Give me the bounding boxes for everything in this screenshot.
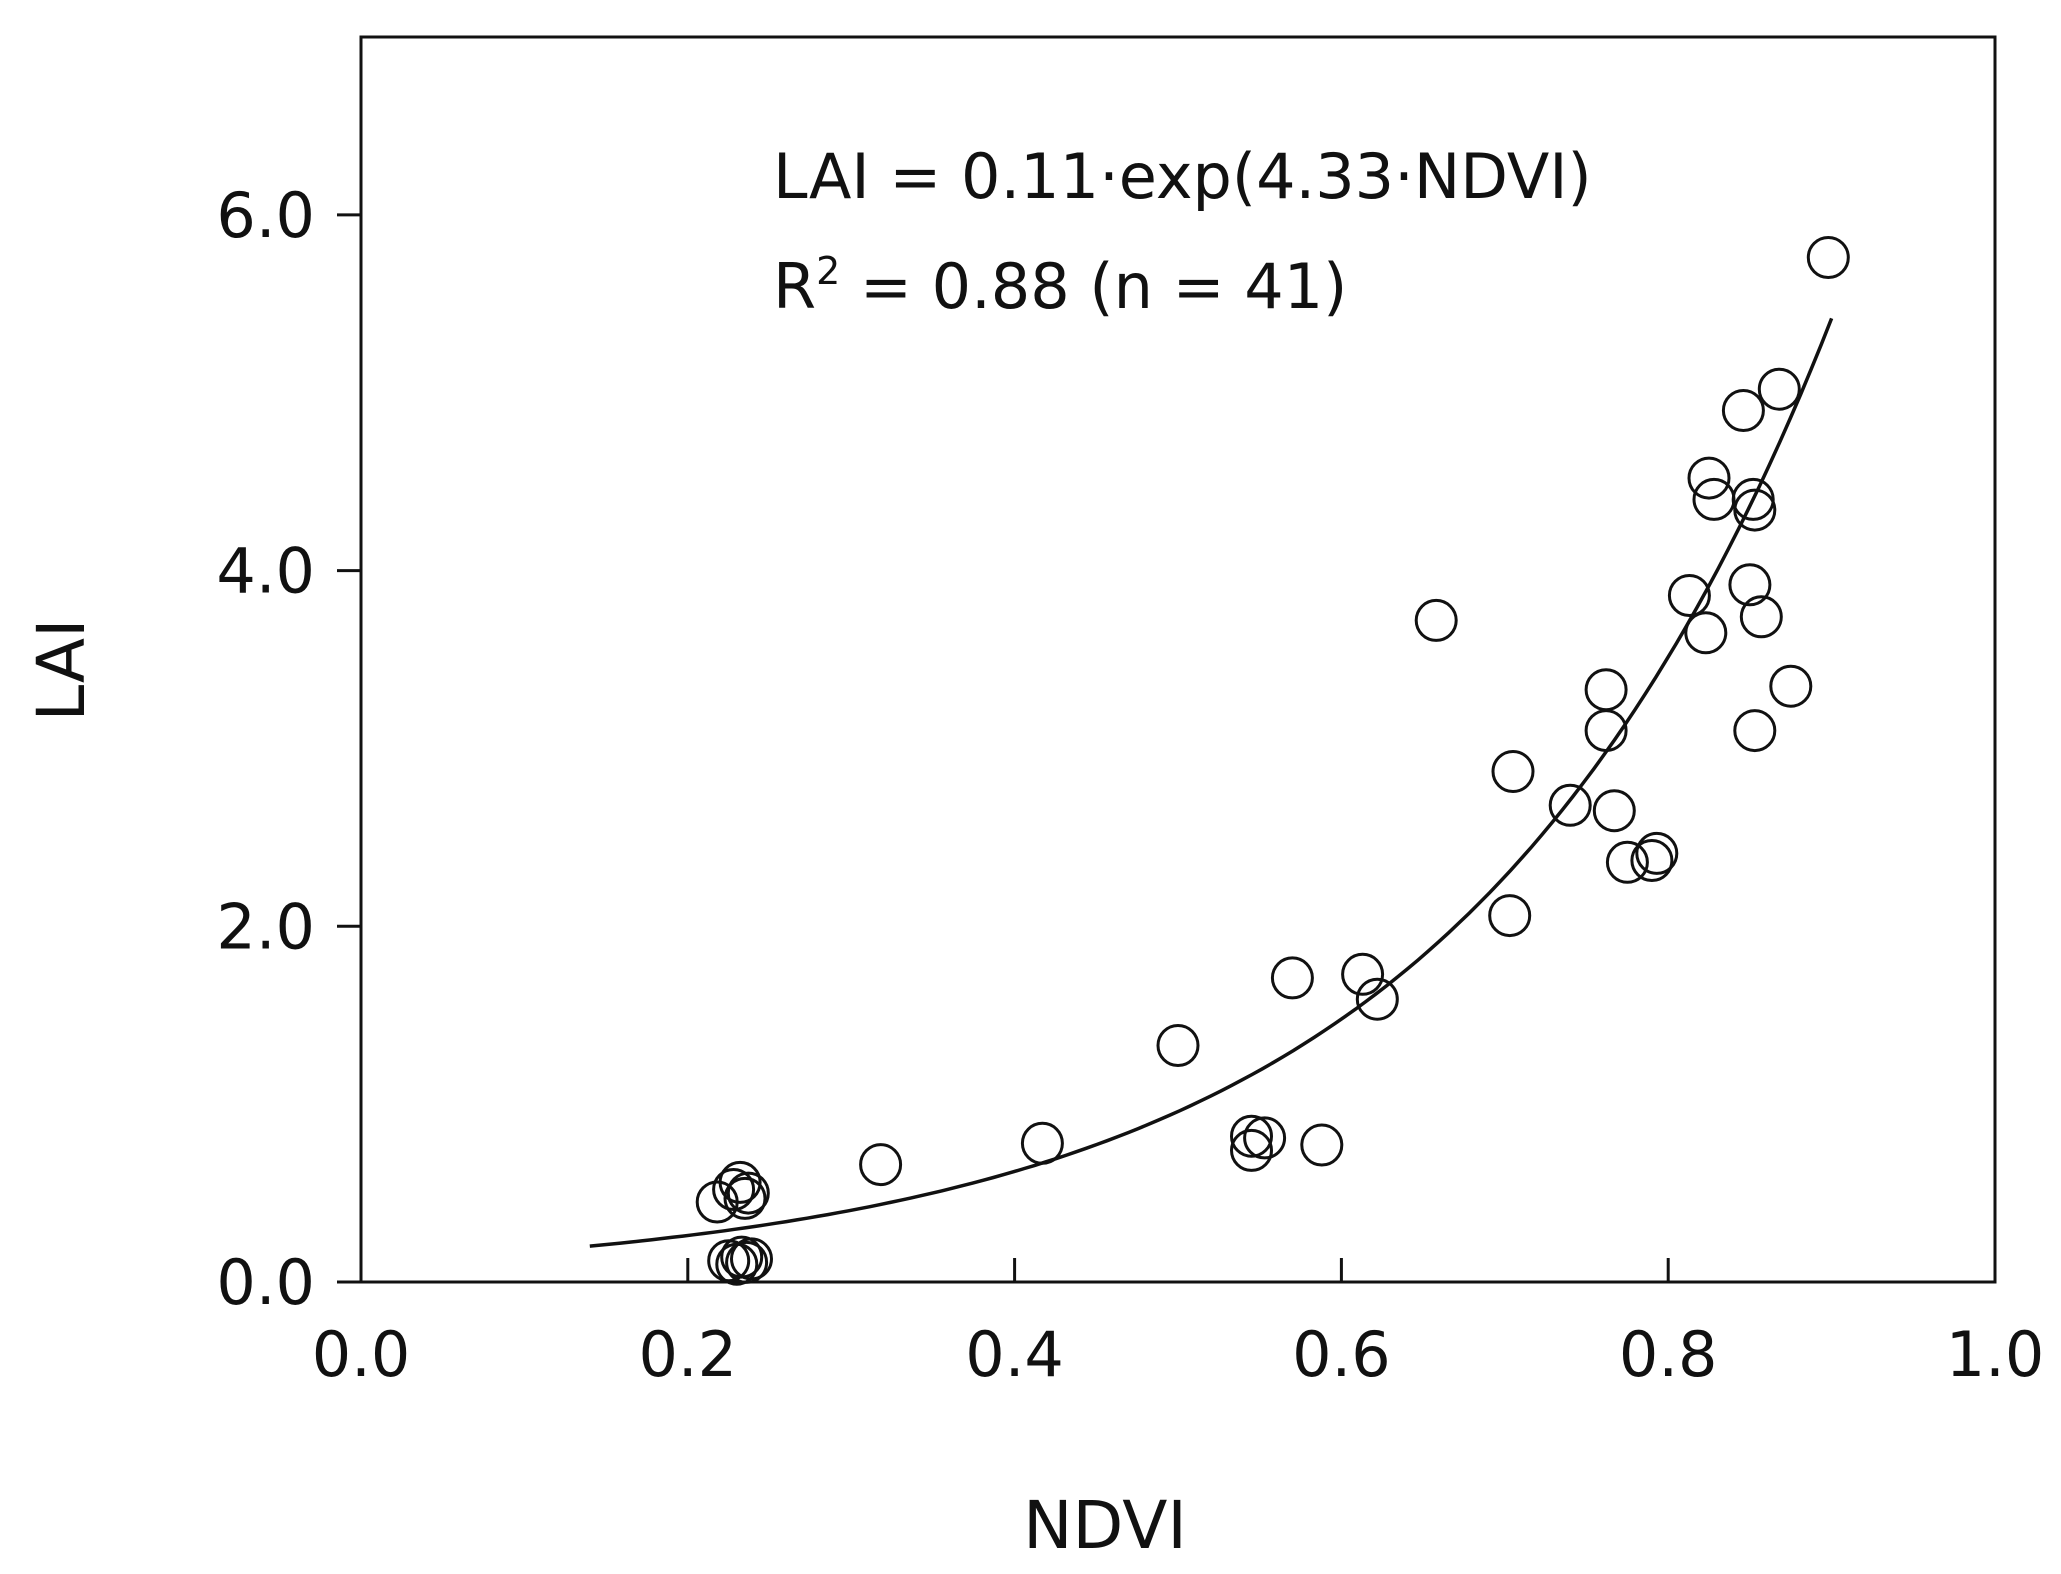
y-tick-label: 0.0 <box>216 1246 315 1319</box>
r-squared-annotation: R2 = 0.88 (n = 41) <box>773 249 1347 323</box>
data-point <box>726 1171 770 1215</box>
y-axis-title: LAI <box>23 619 100 722</box>
r-squared-superscript: 2 <box>816 249 840 293</box>
data-point <box>1020 1121 1064 1165</box>
plot-frame <box>359 35 1997 1284</box>
x-tick-label: 0.2 <box>638 1318 737 1391</box>
data-point <box>1584 668 1628 712</box>
data-point <box>1270 956 1314 1000</box>
data-point <box>1806 236 1850 279</box>
data-point <box>1488 894 1532 938</box>
data-point <box>1230 1128 1273 1172</box>
r-squared-value: = 0.88 (n = 41) <box>840 250 1347 323</box>
x-tick-label: 0.6 <box>1292 1318 1391 1391</box>
data-point <box>1739 595 1783 639</box>
data-point <box>1584 709 1628 753</box>
data-point <box>1684 611 1728 655</box>
data-point <box>1592 789 1636 833</box>
data-point <box>1230 1114 1273 1158</box>
data-point <box>723 1176 767 1220</box>
y-tick-label: 6.0 <box>216 179 315 252</box>
data-point <box>1667 574 1711 617</box>
data-point <box>1757 367 1801 411</box>
data-point <box>1687 456 1731 500</box>
data-point <box>1692 477 1736 521</box>
x-tick-label: 1.0 <box>1946 1318 2045 1391</box>
x-axis-title: NDVI <box>1023 1487 1187 1564</box>
equation-annotation: LAI = 0.11·exp(4.33·NDVI) <box>773 140 1592 213</box>
data-point <box>1769 664 1813 708</box>
axis-ticks <box>337 213 1997 1284</box>
data-point <box>1721 389 1765 432</box>
y-tick-label: 2.0 <box>216 890 315 963</box>
data-point <box>1300 1123 1344 1167</box>
data-point <box>1548 783 1592 827</box>
r-squared-prefix: R <box>773 250 816 323</box>
x-tick-label: 0.4 <box>965 1318 1064 1391</box>
data-point <box>1630 839 1674 882</box>
data-point <box>730 1237 773 1281</box>
data-point <box>1355 977 1399 1021</box>
data-point <box>712 1168 756 1211</box>
data-point <box>1341 952 1385 996</box>
data-point <box>859 1143 903 1187</box>
fit-curve <box>589 317 1834 1248</box>
y-tick-label: 4.0 <box>216 535 315 608</box>
data-point <box>1414 598 1458 642</box>
data-point <box>1605 840 1649 884</box>
data-point <box>1243 1116 1287 1160</box>
data-point <box>1733 488 1777 532</box>
data-point <box>1728 563 1772 607</box>
data-points <box>695 236 1850 1286</box>
data-point <box>725 1240 769 1284</box>
x-tick-label: 0.8 <box>1619 1318 1718 1391</box>
tick-labels: 0.0 0.2 0.4 0.6 0.8 1.0 0.0 2.0 4.0 6.0 <box>216 179 2044 1391</box>
data-point <box>1635 831 1679 875</box>
data-point <box>1491 750 1535 793</box>
data-point <box>1156 1024 1200 1067</box>
data-point <box>718 1160 762 1204</box>
x-tick-label: 0.0 <box>312 1318 411 1391</box>
data-point <box>1733 709 1777 753</box>
